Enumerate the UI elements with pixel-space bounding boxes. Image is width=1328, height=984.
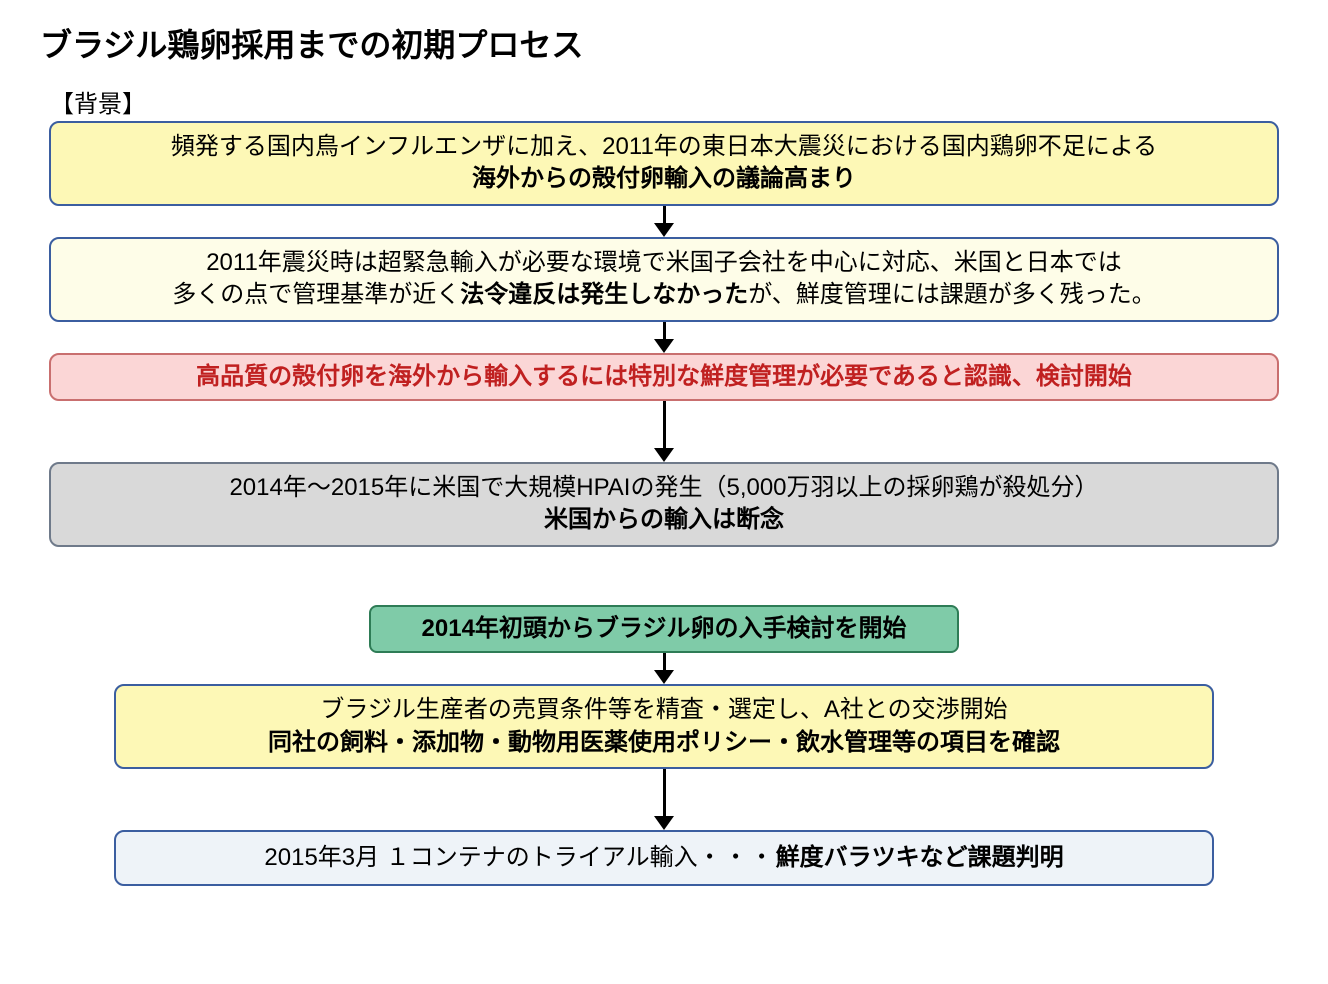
box1-line1: 頻発する国内鳥インフルエンザに加え、2011年の東日本大震災における国内鶏卵不足… — [171, 133, 1157, 160]
arrow-icon — [654, 206, 674, 237]
box4-line1: 2014年～2015年に米国で大規模HPAIの発生（5,000万羽以上の採卵鶏が… — [229, 474, 1098, 501]
box7-dots: ・・・ — [698, 844, 776, 871]
box2-line1: 2011年震災時は超緊急輸入が必要な環境で米国子会社を中心に対応、米国と日本では — [206, 249, 1122, 276]
arrow-icon — [654, 769, 674, 830]
box7-b: 鮮度バラツキなど課題判明 — [776, 844, 1064, 871]
box3-text: 高品質の殻付卵を海外から輸入するには特別な鮮度管理が必要であると認識、検討開始 — [196, 363, 1132, 390]
arrow-icon — [654, 322, 674, 353]
box1-line2: 海外からの殻付卵輸入の議論高まり — [472, 165, 856, 192]
arrow-icon — [654, 401, 674, 462]
flow-box-2011-response: 2011年震災時は超緊急輸入が必要な環境で米国子会社を中心に対応、米国と日本では… — [49, 237, 1279, 322]
box5-text: 2014年初頭からブラジル卵の入手検討を開始 — [422, 615, 907, 642]
box2-line2b: 法令違反は発生しなかった — [460, 281, 748, 308]
box2-line2c: が、鮮度管理には課題が多く残った。 — [748, 281, 1156, 308]
flowchart: 頻発する国内鳥インフルエンザに加え、2011年の東日本大震災における国内鶏卵不足… — [40, 121, 1288, 886]
arrow-icon — [654, 653, 674, 684]
flow-box-brazil-negotiation: ブラジル生産者の売買条件等を精査・選定し、A社との交渉開始 同社の飼料・添加物・… — [114, 684, 1214, 769]
box6-line2: 同社の飼料・添加物・動物用医薬使用ポリシー・飲水管理等の項目を確認 — [268, 729, 1060, 756]
box7-a: 2015年3月 １コンテナのトライアル輸入 — [264, 844, 697, 871]
flow-box-trial-import: 2015年3月 １コンテナのトライアル輸入・・・鮮度バラツキなど課題判明 — [114, 830, 1214, 886]
box4-line2: 米国からの輸入は断念 — [544, 506, 784, 533]
box2-line2a: 多くの点で管理基準が近く — [172, 281, 460, 308]
page-title: ブラジル鶏卵採用までの初期プロセス — [40, 20, 1288, 66]
box6-line1: ブラジル生産者の売買条件等を精査・選定し、A社との交渉開始 — [320, 696, 1007, 723]
section-label-background: 【背景】 — [50, 84, 1288, 119]
flow-box-us-hpai: 2014年～2015年に米国で大規模HPAIの発生（5,000万羽以上の採卵鶏が… — [49, 462, 1279, 547]
flow-box-background-1: 頻発する国内鳥インフルエンザに加え、2011年の東日本大震災における国内鶏卵不足… — [49, 121, 1279, 206]
flow-box-recognition: 高品質の殻付卵を海外から輸入するには特別な鮮度管理が必要であると認識、検討開始 — [49, 353, 1279, 401]
flow-box-brazil-start: 2014年初頭からブラジル卵の入手検討を開始 — [369, 605, 959, 653]
